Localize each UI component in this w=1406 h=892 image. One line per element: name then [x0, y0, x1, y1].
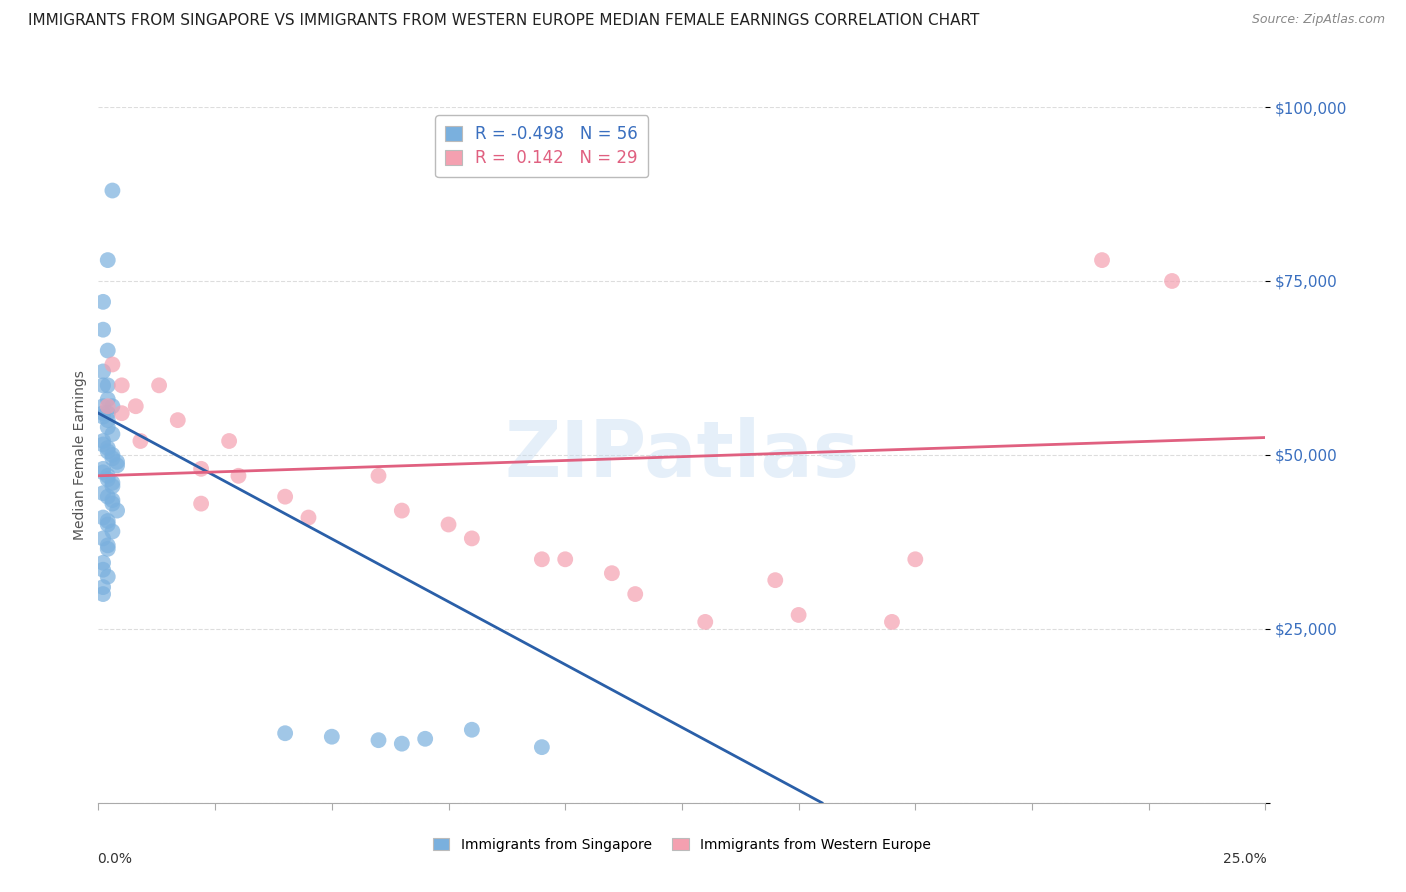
Point [554, 552, 576, 566]
Point [97, 441, 120, 455]
Point [91, 378, 114, 392]
Y-axis label: Median Female Earnings: Median Female Earnings [73, 370, 87, 540]
Point [91, 294, 114, 309]
Point [1161, 274, 1184, 288]
Point [101, 475, 124, 490]
Point [111, 406, 134, 420]
Point [297, 510, 319, 524]
Point [695, 615, 717, 629]
Point [97, 420, 120, 434]
Point [97, 392, 120, 407]
Point [787, 607, 810, 622]
Point [461, 723, 484, 737]
Point [530, 740, 553, 755]
Point [166, 413, 188, 427]
Point [321, 730, 343, 744]
Point [101, 448, 124, 462]
Point [97, 517, 120, 532]
Point [1091, 253, 1114, 268]
Point [190, 497, 212, 511]
Point [105, 458, 128, 473]
Point [880, 615, 903, 629]
Point [111, 378, 134, 392]
Point [91, 532, 114, 546]
Point [91, 563, 114, 577]
Point [101, 427, 124, 442]
Point [101, 479, 124, 493]
Point [97, 490, 120, 504]
Point [91, 399, 114, 413]
Point [125, 399, 148, 413]
Point [101, 399, 124, 413]
Text: Source: ZipAtlas.com: Source: ZipAtlas.com [1251, 13, 1385, 27]
Legend: Immigrants from Singapore, Immigrants from Western Europe: Immigrants from Singapore, Immigrants fr… [426, 830, 938, 858]
Point [91, 437, 114, 451]
Point [91, 406, 114, 420]
Point [97, 472, 120, 486]
Point [91, 587, 114, 601]
Point [105, 503, 128, 517]
Point [367, 468, 389, 483]
Point [97, 253, 120, 268]
Point [91, 462, 114, 476]
Text: 25.0%: 25.0% [1223, 852, 1267, 865]
Point [763, 573, 786, 587]
Point [97, 541, 120, 556]
Point [101, 524, 124, 539]
Point [91, 409, 114, 424]
Point [391, 737, 413, 751]
Point [91, 434, 114, 448]
Point [97, 343, 120, 358]
Point [91, 556, 114, 570]
Point [101, 493, 124, 508]
Point [101, 184, 124, 198]
Point [97, 468, 120, 483]
Point [101, 451, 124, 466]
Point [148, 378, 170, 392]
Point [530, 552, 553, 566]
Point [97, 514, 120, 528]
Point [218, 434, 240, 448]
Point [624, 587, 647, 601]
Text: IMMIGRANTS FROM SINGAPORE VS IMMIGRANTS FROM WESTERN EUROPE MEDIAN FEMALE EARNIN: IMMIGRANTS FROM SINGAPORE VS IMMIGRANTS … [28, 13, 980, 29]
Point [101, 497, 124, 511]
Text: 0.0%: 0.0% [97, 852, 132, 865]
Point [97, 444, 120, 458]
Point [105, 455, 128, 469]
Point [97, 378, 120, 392]
Point [228, 468, 250, 483]
Point [190, 462, 212, 476]
Point [97, 406, 120, 420]
Point [91, 323, 114, 337]
Point [461, 532, 484, 546]
Point [97, 413, 120, 427]
Point [91, 364, 114, 378]
Point [97, 570, 120, 584]
Point [129, 434, 152, 448]
Point [274, 726, 297, 740]
Point [904, 552, 927, 566]
Point [91, 486, 114, 500]
Point [91, 466, 114, 480]
Point [367, 733, 389, 747]
Point [97, 538, 120, 552]
Point [600, 566, 623, 581]
Point [101, 358, 124, 372]
Point [274, 490, 297, 504]
Point [91, 580, 114, 594]
Text: ZIPatlas: ZIPatlas [505, 417, 859, 493]
Point [437, 517, 460, 532]
Point [413, 731, 436, 746]
Point [91, 510, 114, 524]
Point [97, 399, 120, 413]
Point [391, 503, 413, 517]
